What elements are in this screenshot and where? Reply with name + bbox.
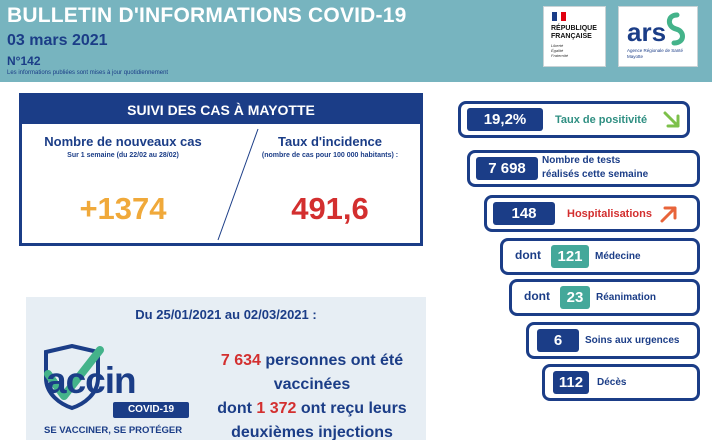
bulletin-title: BULLETIN D'INFORMATIONS COVID-19 bbox=[7, 4, 407, 27]
positivity-label: Taux de positivité bbox=[555, 114, 648, 126]
incidence-subtitle: (nombre de cas pour 100 000 habitants) : bbox=[261, 152, 399, 159]
vaccination-summary: 7 634 personnes ont été vaccinées dont 1… bbox=[217, 352, 407, 440]
republique-name: RÉPUBLIQUE FRANÇAISE bbox=[551, 25, 597, 40]
french-flag-icon bbox=[552, 12, 567, 21]
republique-motto: Liberté Égalité Fraternité bbox=[551, 43, 569, 58]
medecine-label: Médecine bbox=[595, 251, 641, 262]
vaccinated-count: 7 634 bbox=[220, 352, 261, 369]
bulletin-update-note: Les informations publiées sont mises à j… bbox=[7, 70, 169, 76]
reanimation-value: 23 bbox=[560, 286, 590, 309]
svg-text:Mayotte: Mayotte bbox=[627, 54, 644, 59]
urgences-indicator: 6 Soins aux urgences bbox=[526, 322, 700, 359]
vaccin-tagline: SE VACCINER, SE PROTÉGER bbox=[44, 425, 183, 436]
medecine-value: 121 bbox=[551, 245, 589, 268]
republique-francaise-logo: RÉPUBLIQUE FRANÇAISE Liberté Égalité Fra… bbox=[543, 6, 606, 67]
deces-indicator: 112 Décès bbox=[542, 364, 700, 401]
cases-divider bbox=[217, 128, 259, 241]
new-cases-header: Nombre de nouveaux cas Sur 1 semaine (du… bbox=[28, 134, 218, 159]
reanimation-label: Réanimation bbox=[596, 292, 657, 303]
deces-value: 112 bbox=[553, 371, 589, 394]
tests-value: 7 698 bbox=[476, 157, 538, 180]
cases-panel: SUIVI DES CAS À MAYOTTE Nombre de nouvea… bbox=[19, 93, 423, 246]
second-dose-count: 1 372 bbox=[256, 400, 297, 417]
cases-heading: SUIVI DES CAS À MAYOTTE bbox=[22, 96, 420, 124]
incidence-title: Taux d'incidence bbox=[278, 134, 382, 149]
positivity-value: 19,2% bbox=[467, 108, 543, 131]
vaccination-panel: Du 25/01/2021 au 02/03/2021 : accin COVI… bbox=[26, 297, 426, 440]
vaccination-period: Du 25/01/2021 au 02/03/2021 : bbox=[135, 307, 317, 322]
incidence-header: Taux d'incidence (nombre de cas pour 100… bbox=[244, 134, 416, 159]
urgences-value: 6 bbox=[537, 329, 579, 352]
new-cases-value: +1374 bbox=[79, 191, 167, 226]
tests-indicator: 7 698 Nombre de tests réalisés cette sem… bbox=[467, 150, 700, 187]
tests-label-line1: Nombre de tests bbox=[542, 155, 621, 166]
medecine-prefix: dont bbox=[515, 248, 541, 262]
reanimation-prefix: dont bbox=[524, 289, 550, 303]
trend-up-arrow-icon bbox=[660, 206, 677, 223]
covid19-badge: COVID-19 bbox=[113, 402, 189, 418]
new-cases-subtitle: Sur 1 semaine (du 22/02 au 28/02) bbox=[67, 152, 179, 159]
medecine-indicator: dont 121 Médecine bbox=[500, 238, 700, 275]
reanimation-indicator: dont 23 Réanimation bbox=[509, 279, 700, 316]
svg-text:Agence Régionale de Santé: Agence Régionale de Santé bbox=[627, 48, 684, 53]
trend-down-arrow-icon bbox=[663, 111, 680, 128]
incidence-value: 491,6 bbox=[291, 191, 369, 226]
bulletin-header: BULLETIN D'INFORMATIONS COVID-19 03 mars… bbox=[0, 0, 712, 82]
positivity-indicator: 19,2% Taux de positivité bbox=[458, 101, 690, 138]
new-cases-title: Nombre de nouveaux cas bbox=[44, 134, 202, 149]
vaccin-shield-icon bbox=[44, 344, 104, 411]
deces-label: Décès bbox=[597, 377, 627, 388]
ars-wordmark-icon: ars Agence Régionale de Santé Mayotte bbox=[627, 12, 685, 59]
vaccin-wordmark: accin bbox=[46, 360, 137, 401]
svg-text:ars: ars bbox=[627, 17, 666, 47]
urgences-label: Soins aux urgences bbox=[585, 335, 680, 346]
tests-label-line2: réalisés cette semaine bbox=[542, 169, 649, 180]
bulletin-date: 03 mars 2021 bbox=[7, 32, 108, 49]
hospitalisations-value: 148 bbox=[493, 202, 555, 225]
hospitalisations-indicator: 148 Hospitalisations bbox=[484, 195, 700, 232]
ars-logo: ars Agence Régionale de Santé Mayotte bbox=[618, 6, 698, 67]
bulletin-number: N°142 bbox=[7, 54, 41, 68]
hospitalisations-label: Hospitalisations bbox=[567, 208, 652, 220]
